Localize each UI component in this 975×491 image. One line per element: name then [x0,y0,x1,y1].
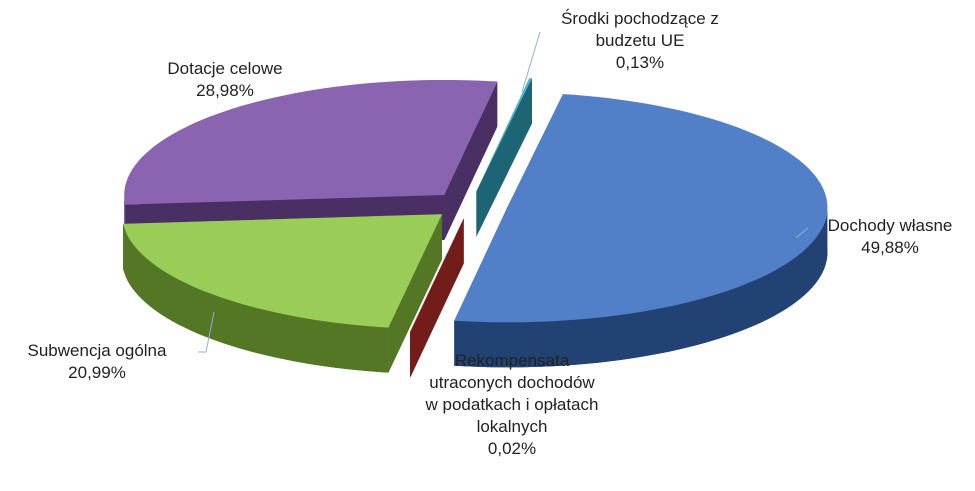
pie-slice [476,78,532,237]
leader-line [795,227,809,239]
category-name: Środki pochodzące z budzetu UE [561,9,719,50]
slice-highlight [123,214,442,328]
value-label: 20,99% [68,363,126,382]
slice-shade [476,78,532,237]
slice-shade [410,218,464,377]
slice-top [123,214,442,328]
slice-top [454,94,828,323]
slice-top [124,80,498,205]
leader-line [521,31,541,93]
slice-side [476,78,532,237]
category-name: Dotacje celowe [167,59,283,78]
pie-slice [454,94,828,368]
slice-label: Rekompensata utraconych dochodów w podat… [422,350,602,460]
slices [123,78,828,377]
pie-slice [123,214,442,373]
slice-highlight [454,94,828,323]
slice-shade [123,223,389,373]
slice-side [454,207,828,368]
slice-highlight [476,78,532,192]
slice-label: Subwencja ogólna 20,99% [0,340,197,384]
slice-label: Środki pochodzące z budzetu UE 0,13% [530,8,750,74]
slice-side [410,218,464,377]
slice-shade [454,207,828,368]
slice-label: Dochody własne 49,88% [800,215,975,259]
leader-line [198,311,215,353]
slice-highlight [124,80,498,205]
value-label: 0,13% [615,53,665,72]
value-label: 49,88% [861,238,919,257]
category-name: Subwencja ogólna [27,341,167,360]
category-name: Dochody własne [827,216,953,235]
slice-label: Dotacje celowe 28,98% [125,58,325,102]
slice-side [444,81,498,240]
slice-highlight [410,218,464,332]
slice-top [476,78,532,192]
value-label: 28,98% [196,81,254,100]
category-name: Rekompensata utraconych dochodów w podat… [425,351,599,436]
slice-top [410,218,464,332]
slice-shade [444,81,498,240]
pie-slice [410,218,464,377]
value-label: 0,02% [487,439,537,458]
slice-side [123,223,389,373]
